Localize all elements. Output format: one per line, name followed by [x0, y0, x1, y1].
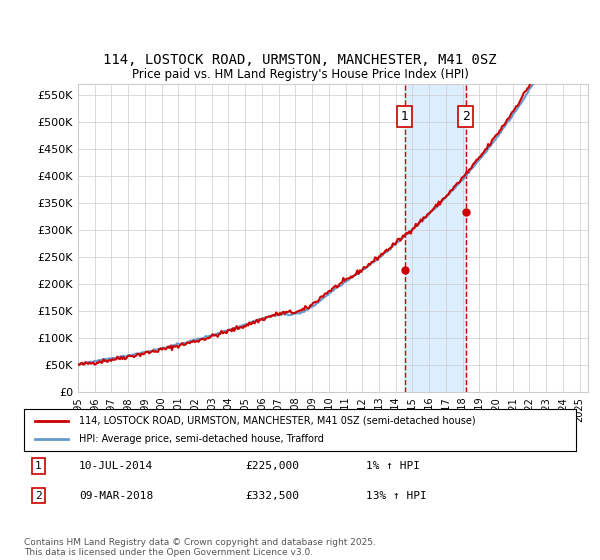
Bar [404, 84, 466, 392]
Text: 13% ↑ HPI: 13% ↑ HPI [366, 491, 427, 501]
Text: 114, LOSTOCK ROAD, URMSTON, MANCHESTER, M41 0SZ: 114, LOSTOCK ROAD, URMSTON, MANCHESTER, … [103, 53, 497, 67]
Text: 10-JUL-2014: 10-JUL-2014 [79, 461, 154, 471]
Text: HPI: Average price, semi-detached house, Trafford: HPI: Average price, semi-detached house,… [79, 434, 324, 444]
Text: 1: 1 [35, 461, 42, 471]
Text: Contains HM Land Registry data © Crown copyright and database right 2025.
This d: Contains HM Land Registry data © Crown c… [24, 538, 376, 557]
Text: 1% ↑ HPI: 1% ↑ HPI [366, 461, 420, 471]
Text: Price paid vs. HM Land Registry's House Price Index (HPI): Price paid vs. HM Land Registry's House … [131, 68, 469, 81]
Text: 09-MAR-2018: 09-MAR-2018 [79, 491, 154, 501]
Text: 2: 2 [35, 491, 42, 501]
Text: £332,500: £332,500 [245, 491, 299, 501]
Text: 1: 1 [401, 110, 409, 123]
Text: £225,000: £225,000 [245, 461, 299, 471]
Text: 114, LOSTOCK ROAD, URMSTON, MANCHESTER, M41 0SZ (semi-detached house): 114, LOSTOCK ROAD, URMSTON, MANCHESTER, … [79, 416, 476, 426]
Text: 2: 2 [462, 110, 470, 123]
